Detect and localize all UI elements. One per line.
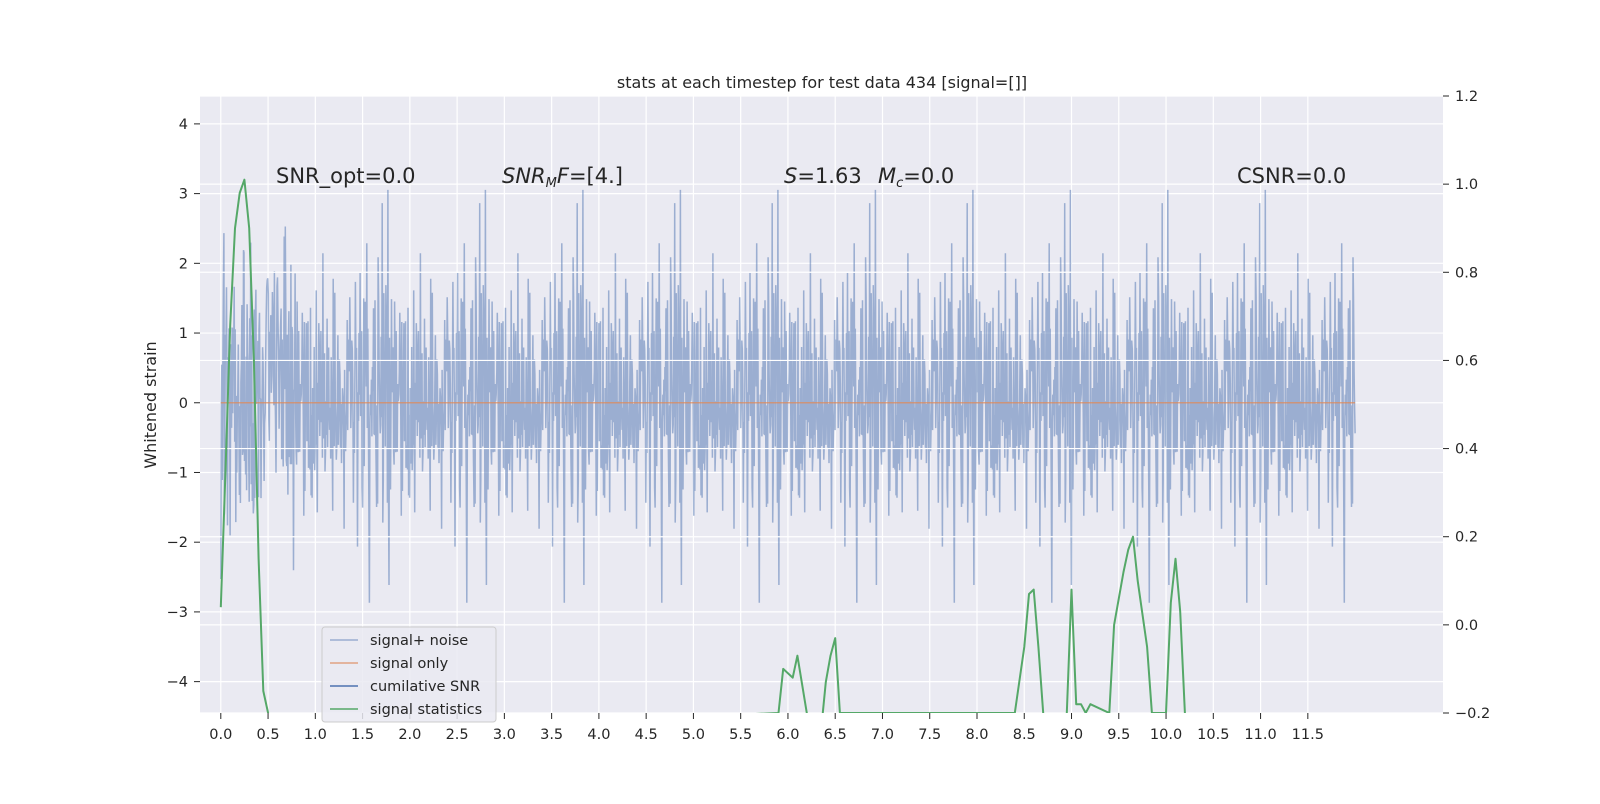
x-tick-label: 5.5 [729,727,752,743]
x-tick-label: 6.0 [776,727,799,743]
x-tick-label: 4.5 [635,727,658,743]
y-tick-label: 4 [179,117,188,133]
signal-noise-series [220,189,1356,603]
x-tick-label: 0.0 [209,727,232,743]
x-tick-label: 1.5 [351,727,374,743]
x-tick-label: 5.0 [682,727,705,743]
legend-label-cumulative-snr: cumilative SNR [370,679,480,695]
x-tick-label: 0.5 [257,727,280,743]
x-tick-label: 7.0 [871,727,894,743]
y-tick-label: −3 [167,605,188,621]
x-axis: 0.0 0.5 1.0 1.5 2.0 2.5 3.0 3.5 4.0 4.5 5.0 5.5 6.0 6… [209,713,1324,743]
x-tick-label: 11.5 [1292,727,1324,743]
y-tick-label: 1 [179,326,188,342]
signal-noise-line [220,189,1356,603]
x-tick-label: 8.5 [1013,727,1036,743]
y2-tick-label: 0.6 [1455,353,1478,369]
x-tick-label: 9.0 [1060,727,1083,743]
y2-tick-label: 0.2 [1455,530,1478,546]
x-tick-label: 3.5 [540,727,563,743]
y-axis-left: 4 3 2 1 0 −1 −2 −3 −4 [167,117,200,691]
y-tick-label: −4 [167,675,188,691]
grid-overlay [200,95,1443,714]
x-tick-label: 11.0 [1244,727,1276,743]
y-axis-right: 1.2 1.0 0.8 0.6 0.4 0.2 0.0 −0.2 [1443,89,1490,722]
x-tick-label: 2.0 [398,727,421,743]
y2-tick-label: 0.8 [1455,265,1478,281]
signal-statistics-series [219,178,1186,713]
x-tick-label: 10.5 [1197,727,1229,743]
legend-label-signal-only: signal only [370,656,449,672]
legend-box [321,626,497,723]
y2-tick-label: −0.2 [1455,706,1490,722]
y-tick-label: 3 [179,187,188,203]
legend: signal+ noise signal only cumilative SNR… [321,626,497,723]
y-axis-label: Whitened strain [141,341,160,468]
y2-tick-label: 0.4 [1455,442,1478,458]
annotation-csnr: CSNR=0.0 [1237,164,1346,188]
legend-label-signal-statistics: signal statistics [370,702,482,718]
y-tick-label: 2 [179,256,188,272]
x-tick-label: 6.5 [824,727,847,743]
x-tick-label: 10.0 [1150,727,1182,743]
annotation-s: S=1.63 [784,164,862,188]
x-tick-label: 7.5 [918,727,941,743]
y2-tick-label: 1.2 [1455,89,1478,105]
annotation-snr-opt: SNR_opt=0.0 [276,164,416,189]
x-tick-label: 2.5 [446,727,469,743]
x-tick-label: 1.0 [304,727,327,743]
y-tick-label: −1 [167,465,188,481]
annotations: SNR_opt=0.0 SNRMF=[4.] S=1.63 Mc=0.0 CSN… [276,164,1346,191]
annotation-mc: Mc=0.0 [878,164,954,191]
y2-tick-label: 1.0 [1455,177,1478,193]
y-tick-label: 0 [179,396,188,412]
x-tick-label: 4.0 [587,727,610,743]
x-tick-label: 9.5 [1107,727,1130,743]
signal-statistics-line [219,178,1186,713]
chart-title: stats at each timestep for test data 434… [617,73,1027,92]
y-tick-label: −2 [167,535,188,551]
x-tick-label: 3.0 [493,727,516,743]
y2-tick-label: 0.0 [1455,618,1478,634]
legend-label-signal-noise: signal+ noise [370,633,468,649]
x-tick-label: 8.0 [965,727,988,743]
annotation-snr-mf: SNRMF=[4.] [502,164,623,191]
